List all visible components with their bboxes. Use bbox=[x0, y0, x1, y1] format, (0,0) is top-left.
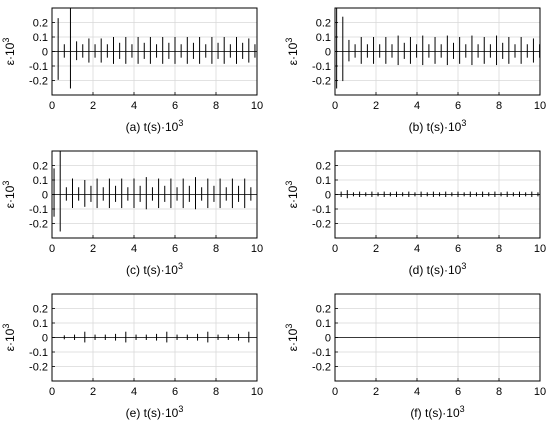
y-tick-label: 0.1 bbox=[316, 318, 331, 330]
x-axis-label: (a) t(s)·103 bbox=[126, 118, 184, 134]
x-tick-label: 2 bbox=[373, 243, 379, 255]
y-tick-label: -0.2 bbox=[29, 219, 48, 231]
x-tick-label: 6 bbox=[455, 386, 461, 398]
y-axis-label: ε·103 bbox=[284, 38, 300, 66]
y-tick-label: -0.1 bbox=[29, 61, 48, 73]
x-axis-label: (f) t(s)·103 bbox=[410, 404, 464, 420]
x-tick-label: 8 bbox=[496, 386, 502, 398]
y-tick-label: -0.1 bbox=[312, 204, 331, 216]
x-tick-label: 0 bbox=[332, 243, 338, 255]
y-tick-label: 0.1 bbox=[316, 175, 331, 187]
y-tick-label: 0 bbox=[325, 333, 331, 345]
y-tick-label: 0 bbox=[42, 333, 48, 345]
y-tick-label: 0.2 bbox=[316, 161, 331, 173]
y-tick-label: -0.1 bbox=[29, 347, 48, 359]
y-axis-label: ε·103 bbox=[1, 324, 17, 352]
y-tick-label: -0.2 bbox=[312, 219, 331, 231]
x-tick-label: 2 bbox=[373, 386, 379, 398]
x-tick-label: 4 bbox=[414, 386, 420, 398]
x-tick-label: 8 bbox=[496, 243, 502, 255]
x-tick-label: 2 bbox=[90, 100, 96, 112]
chart-panel: 0 2 4 6 8 10 0.2 0.1 0 -0.1 -0.2 ε·103 (e) t(s)·103 bbox=[1, 293, 263, 420]
y-tick-label: 0.1 bbox=[33, 175, 48, 187]
x-tick-label: 0 bbox=[49, 386, 55, 398]
x-tick-label: 0 bbox=[332, 386, 338, 398]
y-tick-label: 0.2 bbox=[33, 18, 48, 30]
y-tick-label: -0.2 bbox=[312, 76, 331, 88]
x-tick-label: 6 bbox=[455, 100, 461, 112]
y-tick-label: 0 bbox=[325, 47, 331, 59]
x-tick-label: 6 bbox=[172, 100, 178, 112]
x-tick-label: 6 bbox=[172, 243, 178, 255]
x-tick-label: 10 bbox=[251, 386, 263, 398]
y-tick-label: -0.1 bbox=[29, 204, 48, 216]
x-tick-label: 0 bbox=[332, 100, 338, 112]
y-tick-label: 0 bbox=[42, 190, 48, 202]
x-tick-label: 6 bbox=[455, 243, 461, 255]
y-axis-label: ε·103 bbox=[1, 38, 17, 66]
y-tick-label: 0.2 bbox=[316, 18, 331, 30]
chart-panel: 0 2 4 6 8 10 0.2 0.1 0 -0.1 -0.2 ε·103 (c) t(s)·103 bbox=[1, 150, 263, 277]
chart-panel: 0 2 4 6 8 10 0.2 0.1 0 -0.1 -0.2 ε·103 (b) t(s)·103 bbox=[284, 7, 546, 134]
y-tick-label: 0.2 bbox=[33, 304, 48, 316]
y-tick-label: -0.1 bbox=[312, 347, 331, 359]
x-tick-label: 4 bbox=[414, 243, 420, 255]
chart-panel: 0 2 4 6 8 10 0.2 0.1 0 -0.1 -0.2 ε·103 (a) t(s)·103 bbox=[1, 7, 263, 134]
x-tick-label: 10 bbox=[534, 100, 546, 112]
x-tick-label: 2 bbox=[90, 243, 96, 255]
y-axis-label: ε·103 bbox=[284, 324, 300, 352]
y-tick-label: 0.1 bbox=[33, 318, 48, 330]
x-axis-label: (b) t(s)·103 bbox=[409, 118, 467, 134]
chart-panel: 0 2 4 6 8 10 0.2 0.1 0 -0.1 -0.2 ε·103 (f) t(s)·103 bbox=[284, 293, 546, 420]
y-tick-label: 0.1 bbox=[316, 32, 331, 44]
x-axis-label: (d) t(s)·103 bbox=[409, 261, 467, 277]
y-tick-label: -0.2 bbox=[312, 362, 331, 374]
x-tick-label: 4 bbox=[414, 100, 420, 112]
y-tick-label: -0.2 bbox=[29, 362, 48, 374]
x-tick-label: 2 bbox=[373, 100, 379, 112]
x-tick-label: 4 bbox=[131, 100, 137, 112]
x-axis-label: (e) t(s)·103 bbox=[126, 404, 184, 420]
x-tick-label: 10 bbox=[251, 100, 263, 112]
x-tick-label: 6 bbox=[172, 386, 178, 398]
x-tick-label: 10 bbox=[251, 243, 263, 255]
x-tick-label: 4 bbox=[131, 386, 137, 398]
y-axis-label: ε·103 bbox=[1, 181, 17, 209]
y-tick-label: 0 bbox=[325, 190, 331, 202]
x-axis-label: (c) t(s)·103 bbox=[126, 261, 183, 277]
x-tick-label: 0 bbox=[49, 100, 55, 112]
y-tick-label: -0.2 bbox=[29, 76, 48, 88]
x-tick-label: 10 bbox=[534, 386, 546, 398]
x-tick-label: 2 bbox=[90, 386, 96, 398]
y-tick-label: 0.2 bbox=[316, 304, 331, 316]
x-tick-label: 8 bbox=[213, 100, 219, 112]
chart-panel: 0 2 4 6 8 10 0.2 0.1 0 -0.1 -0.2 ε·103 (d) t(s)·103 bbox=[284, 150, 546, 277]
y-tick-label: 0.2 bbox=[33, 161, 48, 173]
x-tick-label: 8 bbox=[213, 243, 219, 255]
y-tick-label: 0.1 bbox=[33, 32, 48, 44]
y-axis-label: ε·103 bbox=[284, 181, 300, 209]
y-tick-label: 0 bbox=[42, 47, 48, 59]
x-tick-label: 8 bbox=[496, 100, 502, 112]
x-tick-label: 0 bbox=[49, 243, 55, 255]
x-tick-label: 10 bbox=[534, 243, 546, 255]
y-tick-label: -0.1 bbox=[312, 61, 331, 73]
x-tick-label: 4 bbox=[131, 243, 137, 255]
x-tick-label: 8 bbox=[213, 386, 219, 398]
